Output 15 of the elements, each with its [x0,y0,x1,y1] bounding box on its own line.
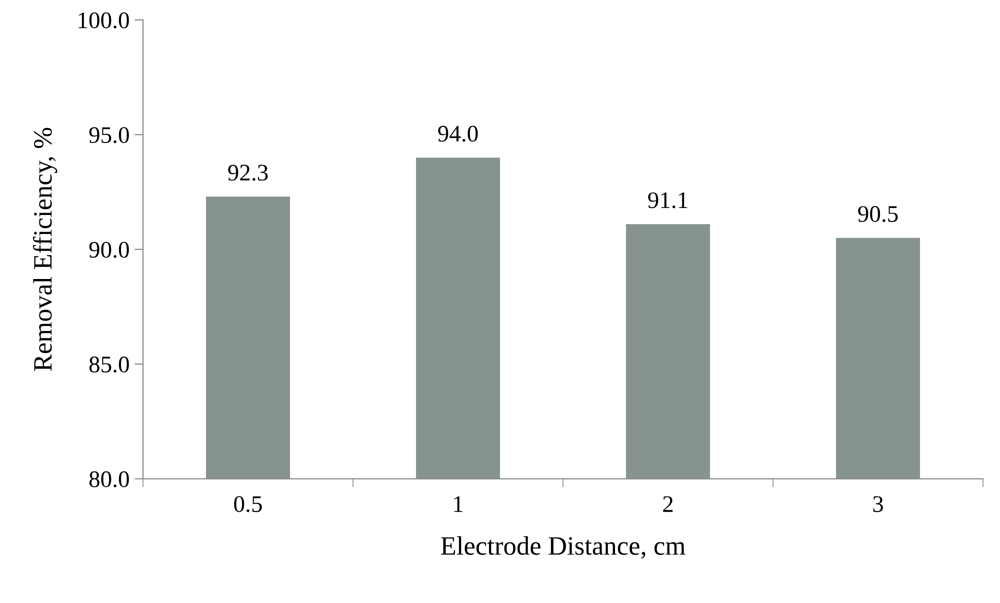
data-label: 94.0 [438,126,478,142]
data-label: 92.3 [228,164,268,181]
x-axis-title: Electrode Distance, cm [441,536,686,559]
data-label: 91.1 [648,192,688,208]
y-tick-label: 85.0 [89,356,129,373]
y-tick-label: 90.0 [89,242,129,258]
x-tick-label: 1 [454,496,462,512]
x-tick-label: 0.5 [234,496,262,512]
y-tick-label: 100.0 [78,12,129,28]
y-tick-label: 95.0 [89,127,129,144]
y-tick-label: 80.0 [89,471,129,488]
y-axis-title: Removal Efficiency, % [32,128,58,371]
x-tick-label: 2 [663,496,673,512]
data-label: 90.5 [858,206,898,222]
x-tick-label: 3 [873,496,883,512]
